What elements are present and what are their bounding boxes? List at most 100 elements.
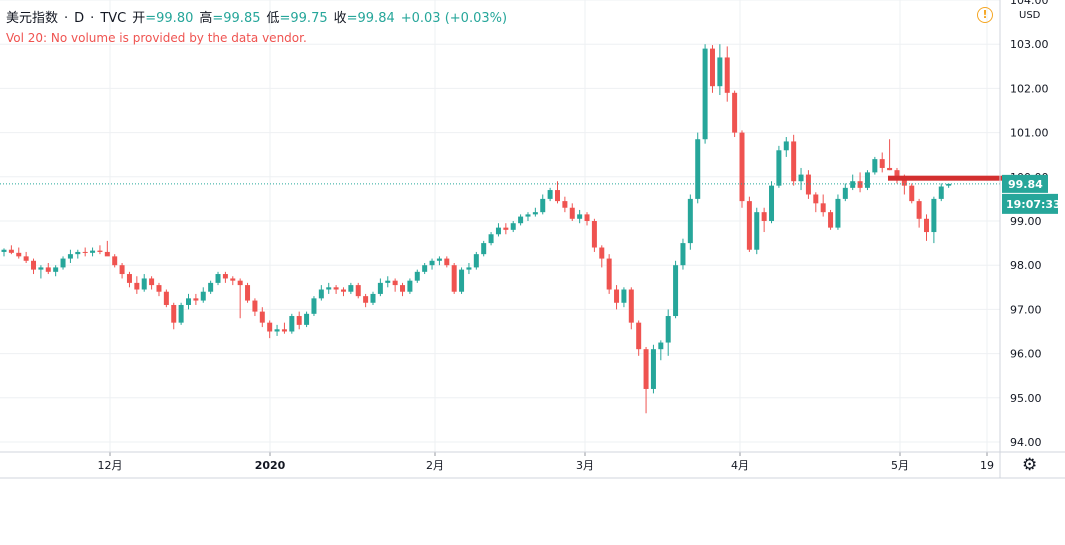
candle	[200, 287, 206, 303]
time-axis[interactable]: 12月 2020 2月 3月 4月 5月 19	[0, 451, 1065, 479]
candle	[739, 130, 745, 208]
candle-body	[385, 280, 391, 283]
candle	[805, 170, 811, 199]
candle-body	[318, 289, 324, 299]
candle	[717, 44, 723, 96]
close-value: =99.84	[346, 11, 395, 26]
candle-body	[842, 187, 848, 199]
candle-body	[547, 190, 553, 199]
candle-body	[400, 285, 406, 292]
candle-body	[237, 280, 243, 286]
candle	[193, 293, 199, 305]
candle-body	[466, 267, 472, 270]
candle-body	[665, 316, 671, 343]
candle-body	[38, 267, 44, 270]
candle-body	[924, 218, 929, 233]
candle	[746, 196, 752, 252]
candle	[791, 134, 797, 186]
interval[interactable]: D	[74, 11, 85, 26]
candle-body	[363, 296, 369, 303]
candle	[126, 271, 132, 288]
candle	[134, 276, 140, 294]
candle	[636, 320, 642, 356]
candle	[577, 209, 583, 224]
candle	[451, 262, 457, 294]
candle	[466, 262, 472, 275]
candle-body	[171, 304, 177, 323]
exclamation-circle-icon[interactable]: !	[977, 7, 993, 23]
candle	[400, 282, 406, 297]
candle-body	[126, 274, 132, 283]
candle	[495, 223, 501, 237]
symbol-name[interactable]: 美元指数	[6, 11, 59, 26]
ohlc-open: 开=99.80	[132, 7, 193, 26]
candle-body	[894, 170, 900, 180]
candle-body	[355, 285, 361, 297]
candle-body	[370, 293, 376, 303]
candle-body	[606, 258, 612, 290]
candle-body	[149, 278, 155, 286]
candle-body	[798, 174, 804, 182]
y-tick-label: 103.00	[1010, 38, 1049, 51]
candle-body	[451, 265, 457, 292]
candle	[547, 187, 553, 202]
candle	[75, 249, 81, 259]
candle	[591, 218, 597, 252]
candle	[916, 198, 922, 228]
candle	[702, 44, 708, 144]
candle	[614, 285, 620, 310]
candle-body	[555, 190, 560, 202]
candle-body	[813, 194, 819, 204]
candle-body	[281, 329, 287, 332]
candle-body	[97, 250, 103, 252]
price-axis[interactable]: 94.0095.0096.0097.0098.0099.00100.00101.…	[999, 0, 1049, 478]
candle	[149, 276, 155, 290]
candle-body	[938, 186, 944, 199]
candle-body	[230, 278, 236, 281]
candle	[887, 139, 893, 171]
candle	[606, 254, 612, 294]
candle-body	[901, 179, 907, 186]
candle-body	[946, 183, 952, 186]
candle-body	[156, 285, 162, 292]
candle-body	[333, 287, 339, 290]
candle	[909, 183, 915, 204]
candle	[754, 207, 760, 255]
gear-icon[interactable]: ⚙	[1022, 455, 1038, 475]
candlestick-chart[interactable]: 94.0095.0096.0097.0098.0099.00100.00101.…	[0, 0, 1065, 480]
ohlc-close: 收=99.84	[334, 7, 395, 26]
x-tick-label: 5月	[891, 459, 909, 472]
candle	[695, 132, 701, 204]
x-tick-label: 19	[980, 459, 994, 472]
candle-body	[414, 271, 420, 281]
candle	[222, 271, 228, 283]
candle-body	[488, 234, 494, 244]
candle-body	[481, 243, 487, 255]
candle-body	[186, 298, 191, 305]
candle	[1, 248, 7, 257]
candle-body	[208, 282, 214, 292]
candle-body	[23, 256, 29, 261]
y-tick-label: 104.00	[1010, 0, 1049, 7]
ohlc-high: 高=99.85	[199, 7, 260, 26]
candle	[392, 278, 398, 292]
candle	[171, 302, 177, 330]
candle	[938, 183, 944, 202]
candle-body	[916, 201, 922, 219]
candle-body	[392, 280, 398, 286]
candle	[798, 167, 804, 191]
candle	[414, 269, 420, 283]
candle-body	[909, 185, 915, 202]
candle	[813, 192, 819, 213]
candle	[864, 170, 870, 191]
candle-body	[584, 214, 590, 221]
candle-body	[658, 342, 664, 350]
candle-body	[252, 300, 258, 312]
candle	[783, 137, 789, 157]
candle	[23, 251, 29, 263]
candle	[215, 271, 221, 286]
candle	[267, 320, 273, 339]
candle	[518, 214, 524, 226]
y-tick-label: 102.00	[1010, 82, 1049, 95]
candle-body	[245, 285, 251, 301]
